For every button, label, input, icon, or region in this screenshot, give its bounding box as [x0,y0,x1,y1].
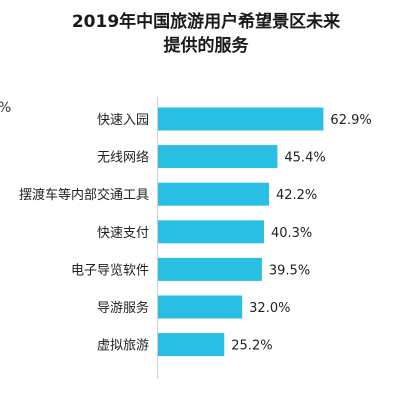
value-label: 39.5% [269,263,310,278]
value-label: 25.2% [231,339,272,354]
bar [158,182,269,206]
chart-title-line-1: 2019年中国旅游用户希望景区未来 [71,12,341,32]
value-label: 40.3% [271,226,312,241]
bar [158,145,278,169]
bar [158,333,225,357]
value-label: 42.2% [276,188,317,203]
chart-title: 2019年中国旅游用户希望景区未来 提供的服务 [0,10,412,58]
category-label: 导游服务 [97,300,149,316]
bar [158,107,324,131]
category-label: 无线网络 [97,150,149,166]
value-label: 45.4% [284,151,325,166]
category-label: 快速入园 [97,113,149,128]
category-label: 快速支付 [97,226,149,241]
bar [158,257,262,281]
value-label: 32.0% [249,301,290,316]
bar [158,220,264,244]
category-label: 摆渡车等内部交通工具 [19,187,149,203]
chart-title-line-2: 提供的服务 [163,36,249,56]
category-axis-line [157,97,158,379]
bar [158,295,243,319]
category-label: 电子导览软件 [71,262,149,278]
cropped-percent-mark: % [0,100,11,116]
category-label: 虚拟旅游 [97,339,149,354]
value-label: 62.9% [330,113,371,128]
